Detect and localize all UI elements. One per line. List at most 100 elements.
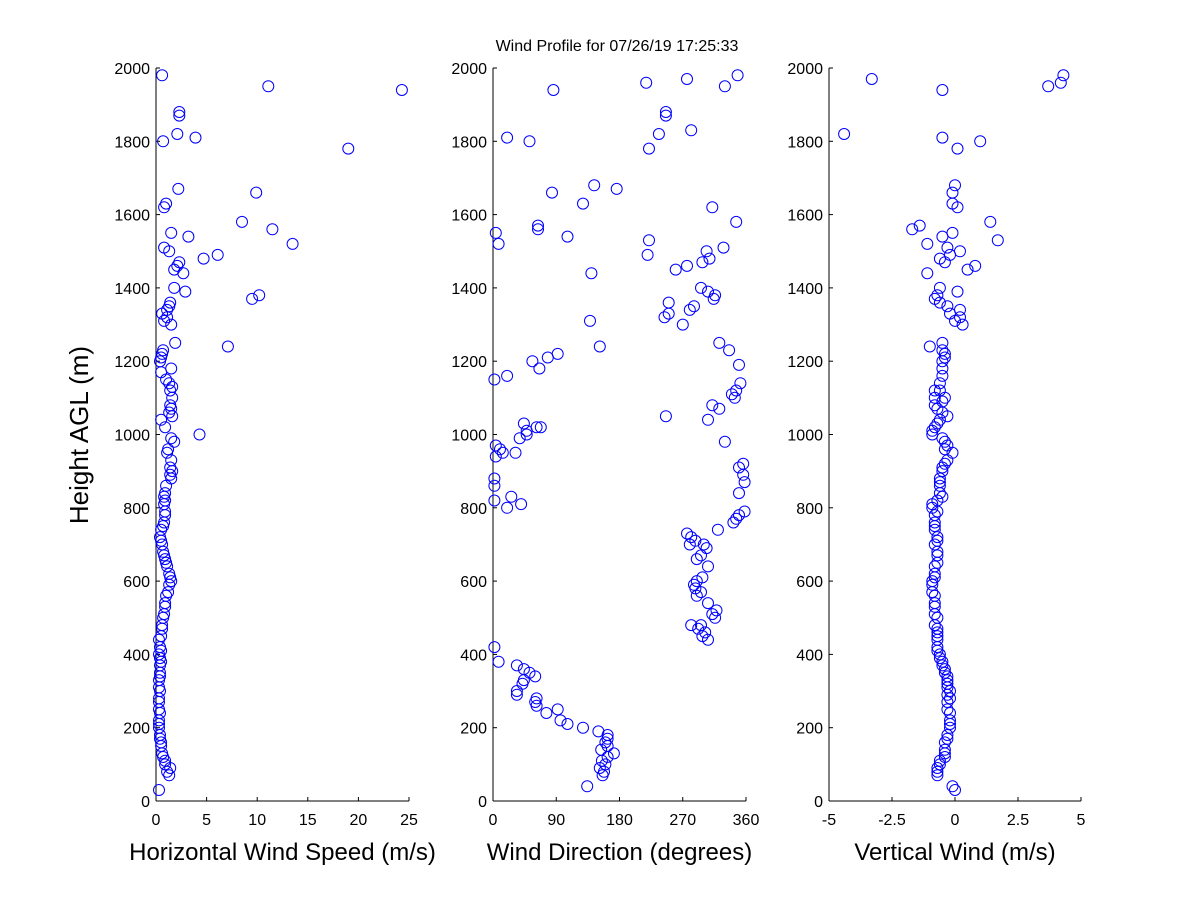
data-point bbox=[936, 395, 949, 408]
data-point bbox=[699, 626, 712, 639]
data-point bbox=[706, 608, 719, 621]
data-point bbox=[1057, 69, 1070, 82]
data-point bbox=[928, 399, 941, 412]
data-point bbox=[936, 84, 949, 96]
data-point bbox=[165, 362, 178, 375]
data-point bbox=[262, 80, 275, 93]
data-point bbox=[723, 344, 736, 357]
data-point bbox=[505, 490, 518, 503]
data-point bbox=[931, 765, 944, 778]
data-point bbox=[713, 336, 726, 349]
data-point bbox=[165, 575, 178, 588]
data-point bbox=[156, 747, 169, 760]
data-point bbox=[946, 226, 959, 239]
data-point bbox=[236, 215, 248, 228]
y-tick-label: 800 bbox=[796, 501, 823, 518]
data-point bbox=[938, 736, 951, 749]
data-point bbox=[941, 439, 954, 452]
data-point bbox=[933, 413, 946, 426]
data-point bbox=[153, 674, 165, 687]
data-point bbox=[941, 674, 954, 687]
data-point bbox=[733, 487, 745, 500]
data-point bbox=[520, 428, 533, 441]
data-point bbox=[547, 84, 560, 96]
data-point bbox=[931, 289, 944, 302]
data-point bbox=[926, 575, 939, 588]
data-point bbox=[161, 560, 174, 573]
data-point bbox=[517, 417, 530, 430]
y-tick-label: 200 bbox=[796, 721, 823, 738]
data-point bbox=[168, 263, 181, 276]
data-point bbox=[709, 611, 722, 624]
data-point bbox=[155, 534, 168, 547]
data-point bbox=[688, 300, 700, 313]
data-point bbox=[157, 751, 170, 763]
data-point bbox=[253, 289, 266, 302]
data-point bbox=[155, 366, 168, 379]
data-point bbox=[659, 106, 672, 118]
data-point bbox=[928, 589, 941, 602]
data-point bbox=[697, 538, 710, 551]
data-point bbox=[658, 311, 671, 324]
data-point bbox=[933, 652, 946, 665]
data-point bbox=[599, 758, 612, 771]
data-point bbox=[157, 611, 170, 624]
data-point bbox=[158, 314, 171, 327]
data-point bbox=[643, 142, 655, 155]
data-point bbox=[731, 69, 744, 82]
x-tick-label: 0 bbox=[489, 812, 498, 829]
data-point bbox=[266, 223, 279, 236]
data-point bbox=[936, 355, 949, 368]
data-point bbox=[936, 490, 949, 503]
data-point bbox=[172, 182, 185, 195]
data-point bbox=[928, 516, 941, 529]
x-tick-label: 270 bbox=[669, 812, 696, 829]
data-point bbox=[734, 377, 747, 390]
data-point bbox=[595, 743, 608, 756]
y-tick-label: 2000 bbox=[787, 61, 823, 78]
x-axis-label: Vertical Wind (m/s) bbox=[854, 839, 1055, 866]
data-point bbox=[938, 435, 951, 448]
data-point bbox=[153, 784, 165, 796]
data-point bbox=[702, 285, 714, 298]
y-tick-label: 1400 bbox=[451, 281, 487, 298]
data-point bbox=[551, 703, 564, 716]
data-point bbox=[676, 318, 689, 331]
data-point bbox=[702, 413, 714, 426]
panel-2: 0 200 400 600 800 1000 1200 1400 1600 1800 2000 0 90… bbox=[451, 61, 759, 866]
data-point bbox=[706, 201, 719, 214]
data-point bbox=[158, 490, 171, 503]
data-point bbox=[938, 457, 951, 470]
data-point bbox=[933, 384, 946, 397]
x-axis-label: Wind Direction (degrees) bbox=[487, 839, 752, 866]
x-axis-label: Horizontal Wind Speed (m/s) bbox=[129, 839, 436, 866]
data-point bbox=[944, 721, 956, 734]
data-point bbox=[526, 355, 539, 368]
data-point bbox=[155, 351, 168, 364]
data-point bbox=[926, 578, 939, 591]
data-point bbox=[166, 380, 179, 393]
data-point bbox=[725, 388, 738, 401]
y-tick-label: 800 bbox=[123, 501, 150, 518]
x-tick-label: 0 bbox=[152, 812, 161, 829]
data-point bbox=[182, 230, 195, 243]
data-point bbox=[501, 501, 514, 514]
data-point bbox=[933, 476, 946, 489]
panel-3: 0 200 400 600 800 1000 1200 1400 1600 1800 2000 -5 -… bbox=[787, 61, 1085, 866]
data-point bbox=[488, 641, 501, 654]
data-point bbox=[554, 714, 567, 727]
data-point bbox=[160, 556, 173, 569]
x-tick-label: 0 bbox=[951, 812, 960, 829]
data-point bbox=[941, 696, 954, 708]
data-point bbox=[156, 347, 169, 360]
data-point bbox=[488, 494, 501, 507]
y-tick-label: 1000 bbox=[787, 428, 823, 445]
chart-title: Wind Profile for 07/26/19 17:25:33 bbox=[496, 38, 739, 55]
x-tick-label: 20 bbox=[350, 812, 368, 829]
data-point bbox=[540, 707, 553, 719]
data-point bbox=[561, 718, 574, 730]
data-point bbox=[286, 237, 299, 250]
data-point bbox=[155, 413, 168, 426]
data-point bbox=[160, 479, 173, 492]
data-point bbox=[155, 655, 168, 668]
